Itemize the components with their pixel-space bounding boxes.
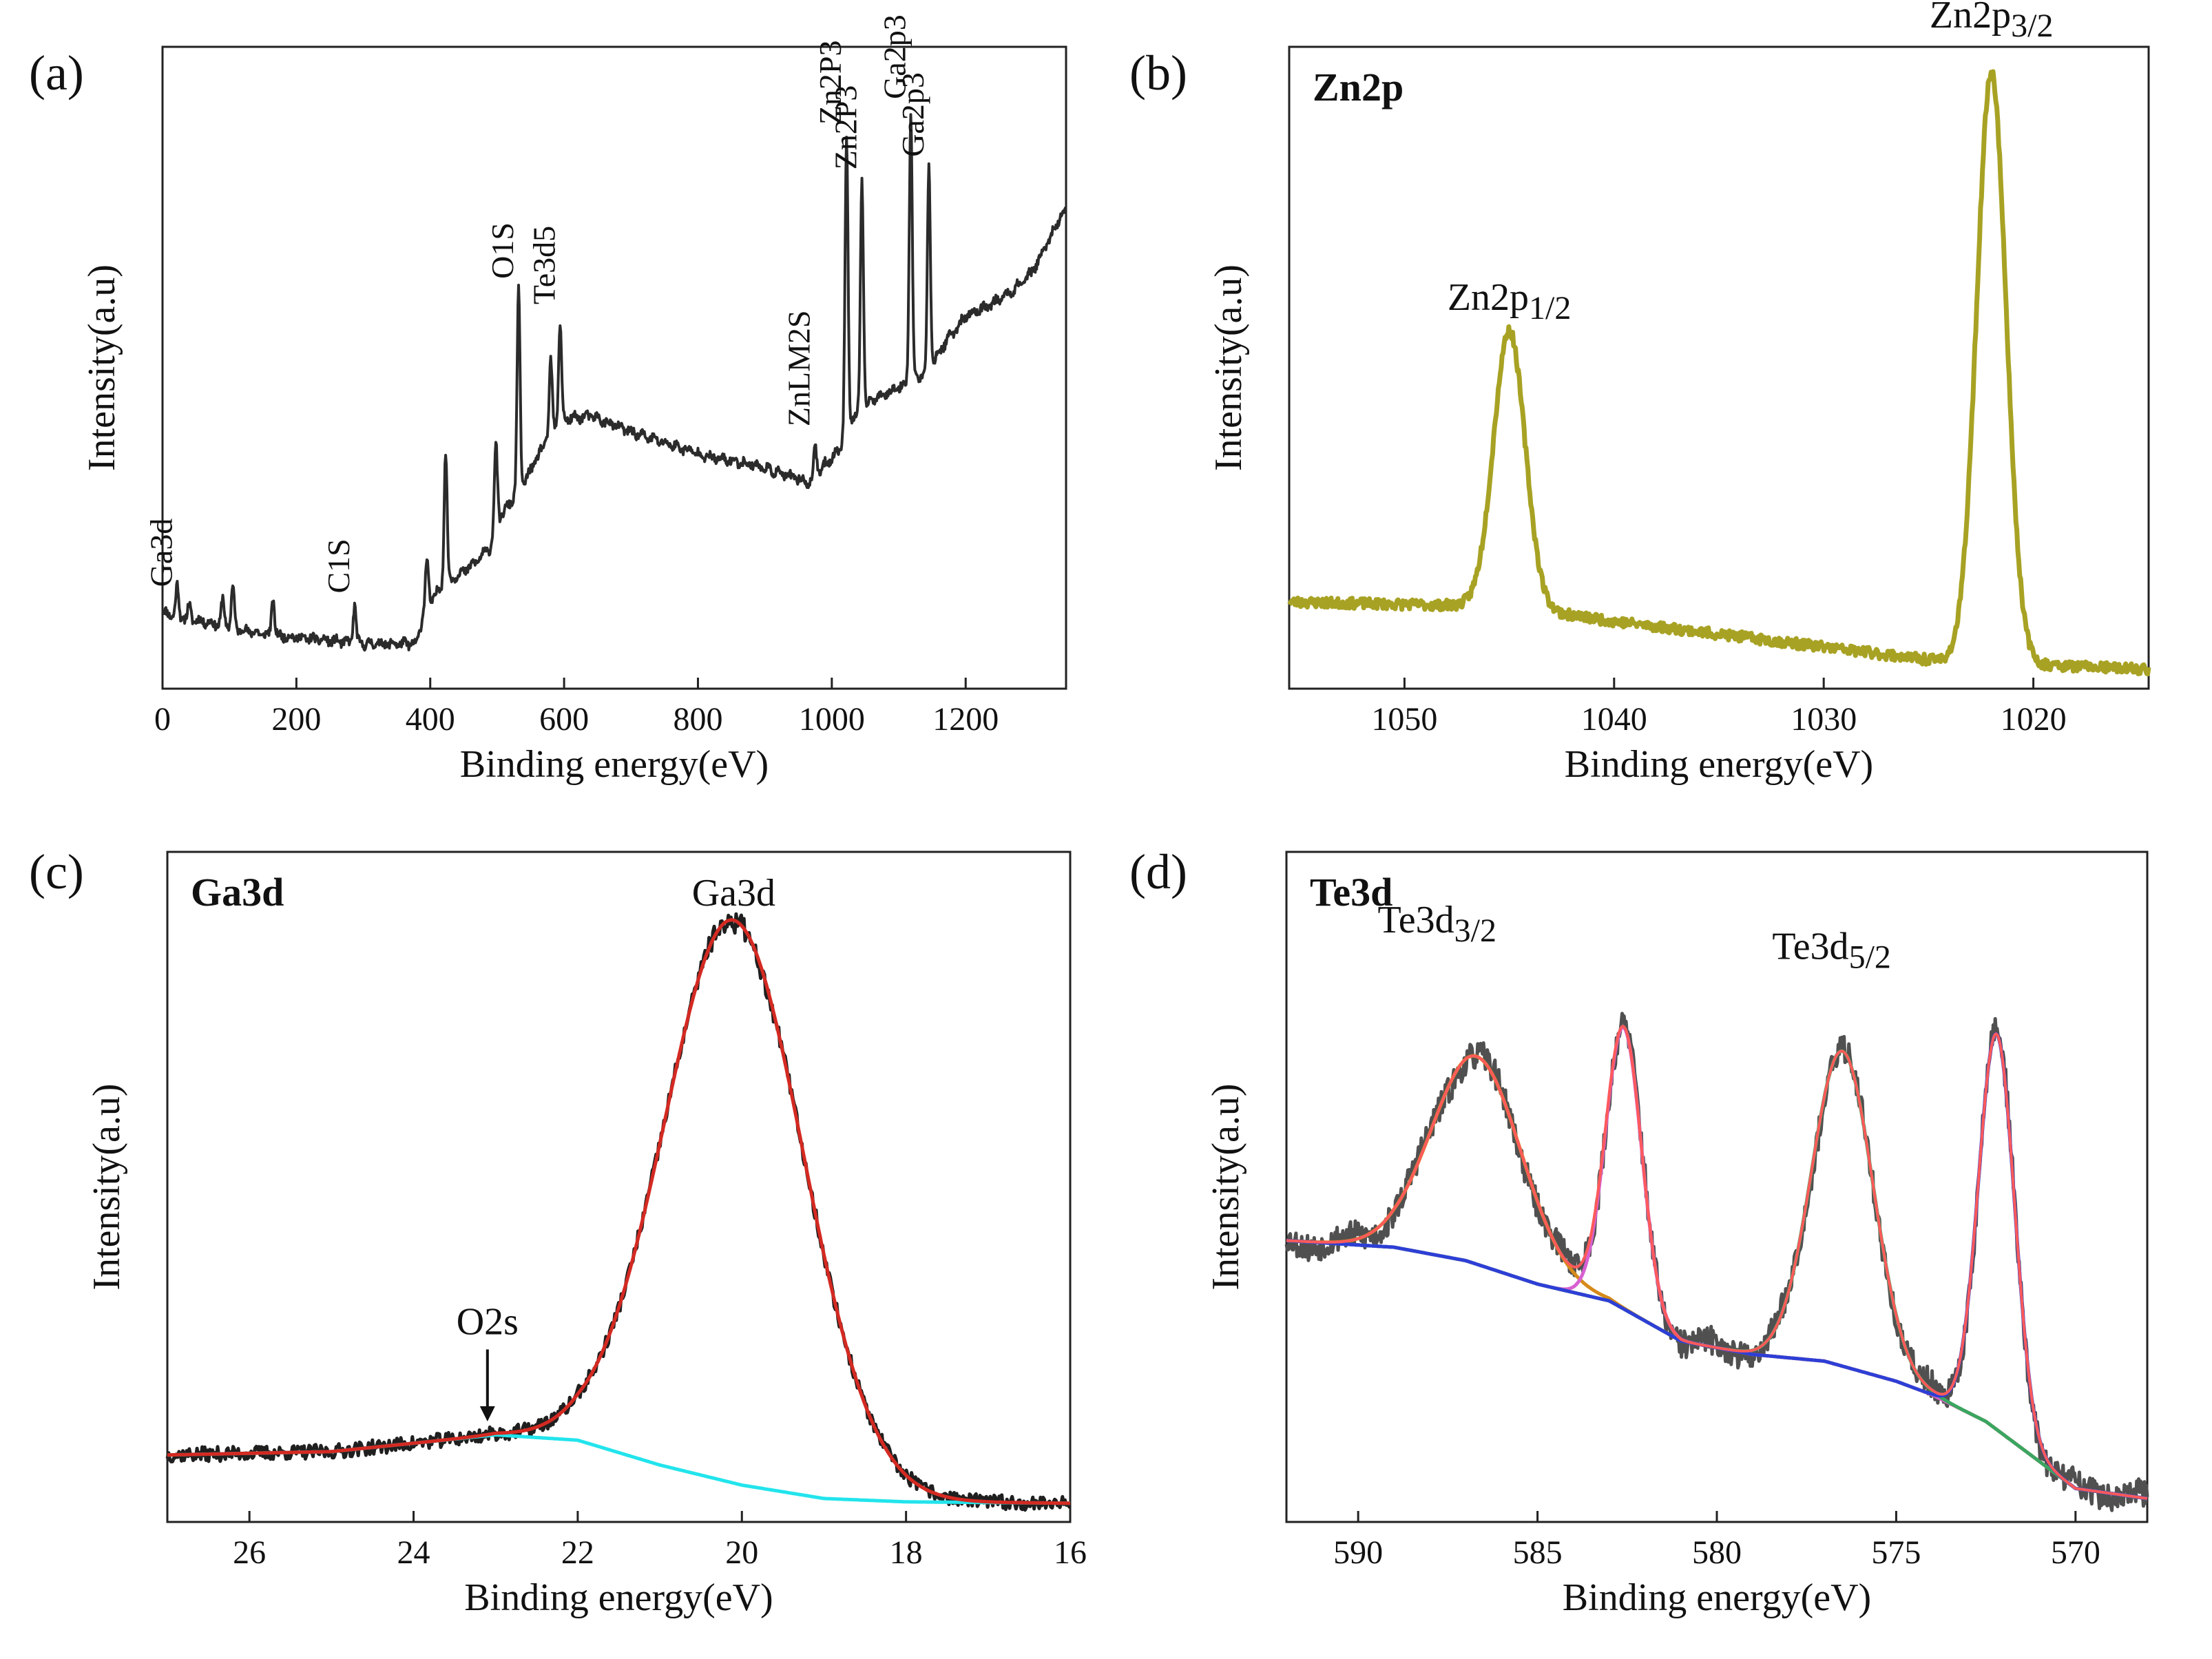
y-axis-label: Intensity(a.u) bbox=[1207, 264, 1250, 471]
x-axis-label: Binding energy(eV) bbox=[1565, 743, 1873, 786]
panel-a: (a) 0 200 400 600 800 1000 1200 Binding energy(e… bbox=[29, 14, 1067, 786]
te3d-background-line bbox=[1286, 1238, 2148, 1501]
x-tick-label: 0 bbox=[154, 701, 171, 738]
panel-title: Te3d bbox=[1310, 870, 1392, 915]
y-axis-label: Intensity(a.u) bbox=[1204, 1083, 1247, 1290]
zn2p-spectrum-line bbox=[1287, 69, 2151, 677]
x-tick-label: 400 bbox=[406, 701, 455, 738]
peak-annotation: Zn2P3 bbox=[828, 85, 864, 170]
peak-annotation-o2s: O2s bbox=[457, 1301, 519, 1344]
x-tick-label: 1200 bbox=[932, 701, 999, 738]
x-tick-label: 18 bbox=[890, 1534, 923, 1571]
panel-b: (b) 1050 1040 1030 1020 Binding energy(eV) Int… bbox=[1129, 0, 2151, 786]
plot-frame bbox=[1285, 851, 2149, 1523]
x-tick-label: 1040 bbox=[1581, 701, 1647, 738]
x-tick-label: 200 bbox=[271, 701, 321, 738]
panel-title: Ga3d bbox=[191, 870, 284, 915]
peak-annotation: O1S bbox=[485, 222, 520, 279]
peak-annotation-zn2p-3-2: Zn2p3/2 bbox=[1930, 0, 2054, 44]
ga3d-fit-line bbox=[167, 918, 1070, 1505]
x-tick-label: 24 bbox=[397, 1534, 430, 1571]
plot-frame bbox=[1288, 45, 2150, 690]
panel-label-a: (a) bbox=[29, 45, 84, 101]
y-axis-label: Intensity(a.u) bbox=[85, 1083, 128, 1290]
peak-annotation-te3d-5-2: Te3d5/2 bbox=[1772, 926, 1891, 976]
panel-label-b: (b) bbox=[1129, 45, 1187, 101]
x-tick-label: 575 bbox=[1871, 1534, 1921, 1571]
x-tick-label: 22 bbox=[561, 1534, 594, 1571]
plot-frame bbox=[166, 851, 1072, 1523]
peak-annotation: Ga2p3 bbox=[895, 72, 930, 157]
panel-c: (c) 26 24 22 20 18 16 Binding energy(eV) Intensi… bbox=[29, 844, 1087, 1619]
peak-annotation-te3d-3-2: Te3d3/2 bbox=[1378, 899, 1497, 949]
x-axis-label: Binding energy(eV) bbox=[1563, 1576, 1871, 1619]
x-tick-label: 585 bbox=[1513, 1534, 1563, 1571]
peak-annotation-zn2p-1-2: Zn2p1/2 bbox=[1448, 276, 1572, 326]
panel-label-d: (d) bbox=[1129, 844, 1187, 899]
peak-annotation: Ga2p3 bbox=[877, 14, 912, 99]
y-axis-label: Intensity(a.u) bbox=[81, 264, 123, 471]
x-tick-label: 580 bbox=[1692, 1534, 1742, 1571]
x-tick-label: 600 bbox=[539, 701, 589, 738]
x-tick-label: 1000 bbox=[799, 701, 865, 738]
x-tick-label: 590 bbox=[1333, 1534, 1383, 1571]
plot-frame bbox=[161, 45, 1067, 690]
x-axis-label: Binding energy(eV) bbox=[460, 743, 769, 786]
x-tick-label: 20 bbox=[725, 1534, 758, 1571]
x-tick-label: 570 bbox=[2051, 1534, 2100, 1571]
peak-annotation-ga3d: Ga3d bbox=[692, 872, 775, 915]
x-tick-label: 16 bbox=[1054, 1534, 1087, 1571]
panel-title: Zn2p bbox=[1313, 65, 1404, 109]
x-tick-label: 800 bbox=[673, 701, 722, 738]
peak-annotation: Ga3d bbox=[143, 519, 178, 587]
o2s-arrow-icon bbox=[479, 1406, 495, 1422]
peak-annotation: ZnLM2S bbox=[782, 311, 817, 427]
survey-spectrum-line bbox=[161, 113, 1067, 652]
peak-annotation: Te3d5 bbox=[526, 226, 561, 304]
x-tick-label: 26 bbox=[233, 1534, 266, 1571]
x-axis-label: Binding energy(eV) bbox=[464, 1576, 773, 1619]
x-tick-label: 1030 bbox=[1791, 701, 1857, 738]
x-tick-label: 1020 bbox=[2001, 701, 2067, 738]
ga3d-experimental-line bbox=[165, 912, 1072, 1512]
panel-label-c: (c) bbox=[29, 844, 84, 899]
peak-annotation: Zn2P3 bbox=[813, 40, 848, 125]
te3d-envelope-line bbox=[1286, 1025, 2148, 1500]
peak-annotation: C1S bbox=[321, 539, 356, 593]
panel-d: (d) 590 585 580 575 570 Binding energy(eV) Inte… bbox=[1129, 844, 2149, 1619]
x-tick-label: 1050 bbox=[1371, 701, 1437, 738]
